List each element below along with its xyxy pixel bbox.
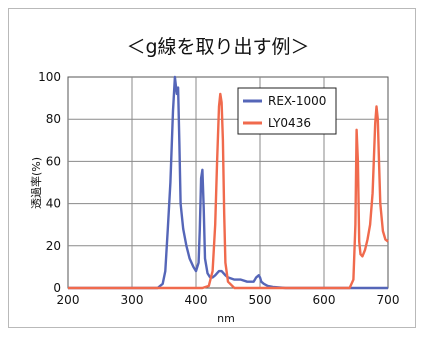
y-tick-label: 20 [46,239,61,253]
x-axis-label: nm [217,312,235,325]
y-tick-label: 0 [53,281,61,295]
y-tick-label: 60 [46,154,61,168]
axes: 200 300 400 500 600 700 0 20 40 60 80 100 [38,70,399,307]
series-lines [68,75,389,290]
x-tick-label: 200 [57,293,80,307]
series-line-ly0436 [68,92,389,290]
y-tick-label: 40 [46,197,61,211]
legend-label-ly0436: LY0436 [268,116,311,130]
x-tick-label: 600 [313,293,336,307]
x-tick-label: 700 [377,293,400,307]
x-tick-label: 400 [185,293,208,307]
plot-area [67,76,389,289]
legend-label-rex-1000: REX-1000 [268,94,326,108]
legend: REX-1000 LY0436 [237,87,337,135]
x-tick-label: 300 [121,293,144,307]
chart-title: ＜g線を取り出す例＞ [126,36,309,58]
y-tick-label: 100 [38,70,61,84]
x-tick-label: 500 [249,293,272,307]
y-tick-label: 80 [46,112,61,126]
y-axis-label: 透過率(%) [29,157,43,209]
legend-box [237,87,337,135]
grid [67,76,389,289]
